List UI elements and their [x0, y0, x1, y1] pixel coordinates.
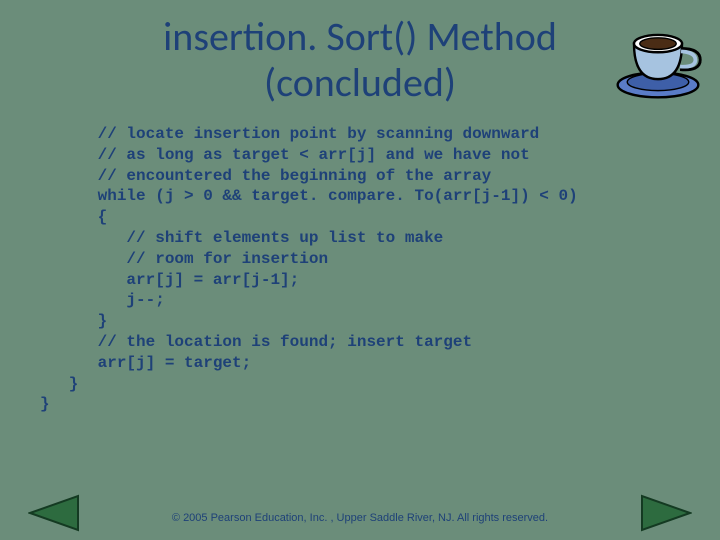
coffee-cup-icon	[610, 10, 706, 106]
prev-arrow-icon[interactable]	[28, 494, 80, 532]
copyright-footer: © 2005 Pearson Education, Inc. , Upper S…	[0, 512, 720, 524]
slide: insertion. Sort() Method (concluded) // …	[0, 0, 720, 540]
code-block: // locate insertion point by scanning do…	[40, 124, 578, 415]
next-arrow-icon[interactable]	[640, 494, 692, 532]
